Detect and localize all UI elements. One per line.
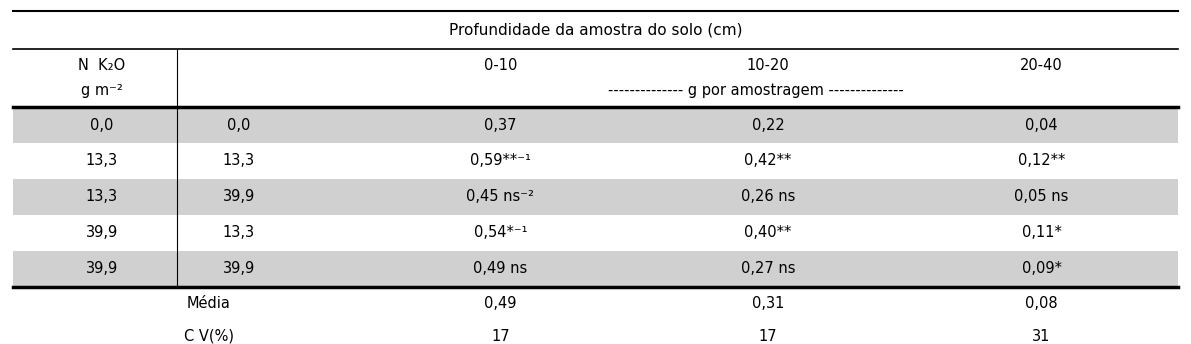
Text: 0,08: 0,08 (1025, 296, 1058, 311)
Bar (13, 251, 1178, 287)
Text: 39,9: 39,9 (223, 189, 255, 204)
Text: 39,9: 39,9 (86, 261, 118, 276)
Text: 0,26 ns: 0,26 ns (741, 189, 796, 204)
Text: g m⁻²: g m⁻² (81, 83, 123, 98)
Text: 0,59**⁻¹: 0,59**⁻¹ (470, 153, 531, 169)
Text: C V(%): C V(%) (183, 329, 233, 344)
Text: 0,45 ns⁻²: 0,45 ns⁻² (467, 189, 535, 204)
Text: 0,22: 0,22 (752, 118, 785, 132)
Text: N  K₂O: N K₂O (79, 58, 125, 73)
Text: Média: Média (187, 296, 231, 311)
Text: 13,3: 13,3 (86, 189, 118, 204)
Text: 31: 31 (1033, 329, 1050, 344)
Text: 0,49 ns: 0,49 ns (473, 261, 528, 276)
Text: 0,0: 0,0 (91, 118, 113, 132)
Text: 17: 17 (491, 329, 510, 344)
Text: 0,31: 0,31 (752, 296, 784, 311)
Text: 0,12**: 0,12** (1018, 153, 1065, 169)
Text: Profundidade da amostra do solo (cm): Profundidade da amostra do solo (cm) (449, 22, 742, 37)
Text: 0,05 ns: 0,05 ns (1015, 189, 1068, 204)
Text: 39,9: 39,9 (86, 225, 118, 240)
Bar (13, 179, 1178, 215)
Text: 0,37: 0,37 (484, 118, 517, 132)
Bar (13, 107, 1178, 143)
Text: 10-20: 10-20 (747, 58, 790, 73)
Text: 17: 17 (759, 329, 778, 344)
Text: 0,40**: 0,40** (744, 225, 792, 240)
Text: 20-40: 20-40 (1021, 58, 1064, 73)
Text: 0,42**: 0,42** (744, 153, 792, 169)
Text: 0,49: 0,49 (484, 296, 517, 311)
Text: -------------- g por amostragem --------------: -------------- g por amostragem --------… (609, 83, 904, 98)
Text: 0,11*: 0,11* (1022, 225, 1061, 240)
Text: 39,9: 39,9 (223, 261, 255, 276)
Text: 13,3: 13,3 (86, 153, 118, 169)
Text: 0,09*: 0,09* (1022, 261, 1061, 276)
Text: 0,27 ns: 0,27 ns (741, 261, 796, 276)
Text: 0,04: 0,04 (1025, 118, 1058, 132)
Text: 0,0: 0,0 (227, 118, 250, 132)
Text: 13,3: 13,3 (223, 153, 255, 169)
Text: 0-10: 0-10 (484, 58, 517, 73)
Text: 0,54*⁻¹: 0,54*⁻¹ (474, 225, 528, 240)
Text: 13,3: 13,3 (223, 225, 255, 240)
